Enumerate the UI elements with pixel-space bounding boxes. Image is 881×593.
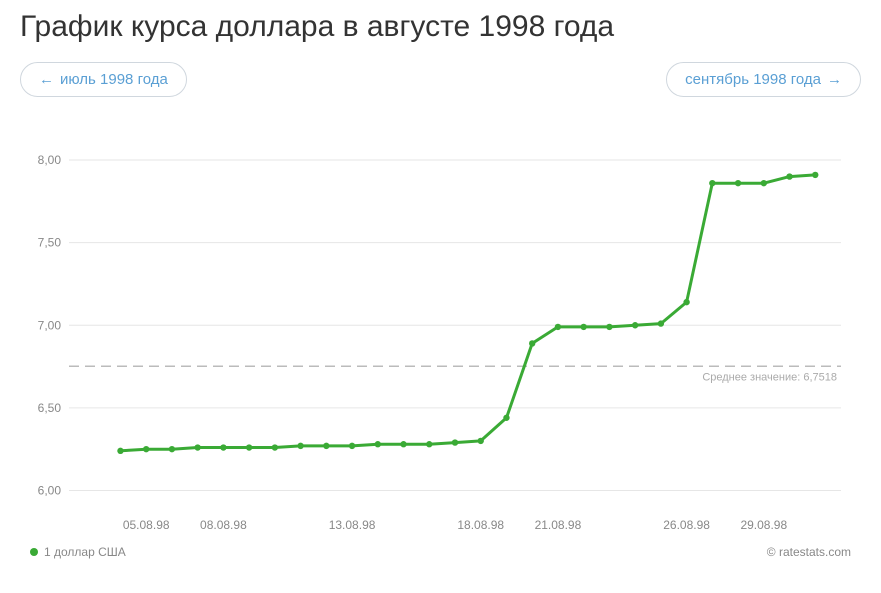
- svg-text:6,50: 6,50: [37, 401, 61, 415]
- legend-label: 1 доллар США: [44, 545, 126, 559]
- chart-svg: 6,00 6,50 7,00 7,50 8,00 05.08.98 08.08.98 13.0…: [21, 117, 861, 537]
- arrow-right-icon: →: [827, 71, 842, 88]
- svg-text:6,00: 6,00: [37, 483, 61, 497]
- svg-text:Среднее значение: 6,7518: Среднее значение: 6,7518: [702, 371, 837, 383]
- svg-text:29.08.98: 29.08.98: [740, 518, 787, 532]
- next-month-label: сентябрь 1998 года: [685, 71, 821, 88]
- page-title: График курса доллара в августе 1998 года: [20, 10, 861, 44]
- prev-month-label: июль 1998 года: [60, 71, 168, 88]
- next-month-button[interactable]: сентябрь 1998 года →: [666, 62, 861, 97]
- month-nav: ← июль 1998 года сентябрь 1998 года →: [20, 62, 861, 97]
- chart-footer: 1 доллар США © ratestats.com: [20, 545, 861, 559]
- svg-text:13.08.98: 13.08.98: [328, 518, 375, 532]
- svg-text:26.08.98: 26.08.98: [663, 518, 710, 532]
- prev-month-button[interactable]: ← июль 1998 года: [20, 62, 187, 97]
- attribution: © ratestats.com: [767, 545, 851, 559]
- svg-text:7,00: 7,00: [37, 318, 61, 332]
- svg-text:08.08.98: 08.08.98: [200, 518, 247, 532]
- svg-text:8,00: 8,00: [37, 153, 61, 167]
- exchange-rate-chart: 6,00 6,50 7,00 7,50 8,00 05.08.98 08.08.98 13.0…: [21, 117, 861, 537]
- svg-text:05.08.98: 05.08.98: [122, 518, 169, 532]
- svg-text:21.08.98: 21.08.98: [534, 518, 581, 532]
- svg-text:18.08.98: 18.08.98: [457, 518, 504, 532]
- legend-dot-icon: [30, 548, 38, 556]
- legend-item: 1 доллар США: [30, 545, 126, 559]
- svg-text:7,50: 7,50: [37, 236, 61, 250]
- arrow-left-icon: ←: [39, 71, 54, 88]
